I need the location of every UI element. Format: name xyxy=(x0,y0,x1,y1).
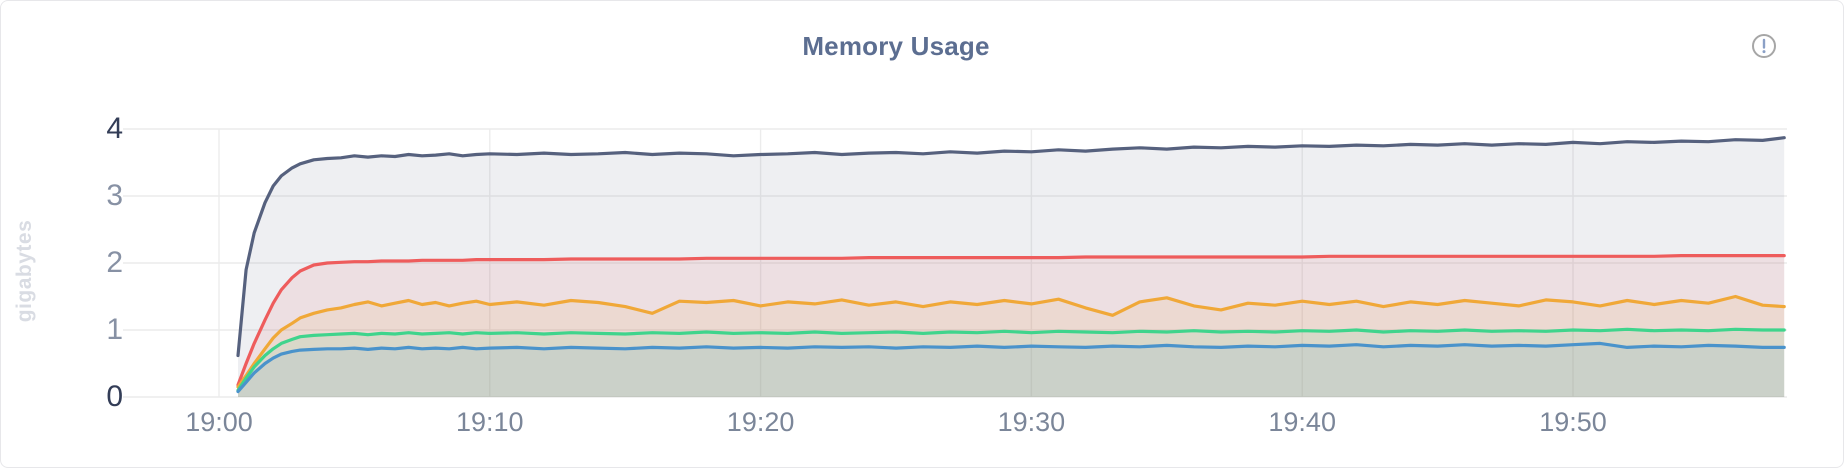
slate-line xyxy=(236,136,1786,358)
chart-title: Memory Usage xyxy=(802,31,990,61)
green-line xyxy=(236,327,1786,392)
info-icon[interactable] xyxy=(1750,32,1778,60)
red-line-area xyxy=(238,255,1785,397)
orange-line xyxy=(236,294,1786,389)
blue-line-area xyxy=(238,343,1785,397)
blue-line xyxy=(236,341,1786,394)
red-line xyxy=(236,254,1786,387)
circle-exclamation-icon xyxy=(1752,34,1776,58)
